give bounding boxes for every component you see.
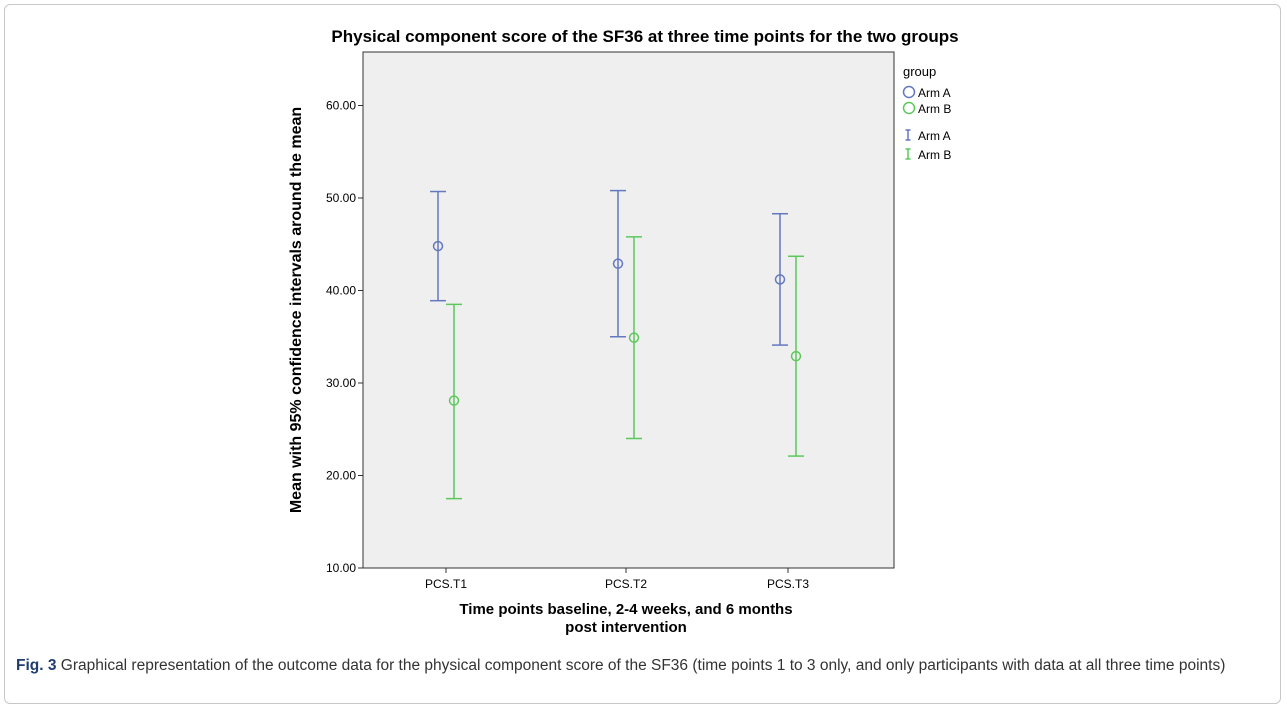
legend-title: group bbox=[903, 64, 936, 79]
y-tick-label: 30.00 bbox=[326, 376, 356, 390]
y-axis-label: Mean with 95% confidence intervals aroun… bbox=[288, 107, 305, 513]
y-tick-label: 40.00 bbox=[326, 284, 356, 298]
y-tick-label: 60.00 bbox=[326, 99, 356, 113]
plot-area bbox=[362, 51, 895, 569]
data-marks bbox=[430, 189, 804, 500]
y-axis: 10.00 20.00 30.00 40.00 50.00 60.00 bbox=[326, 99, 363, 575]
y-tick-label: 20.00 bbox=[326, 469, 356, 483]
y-tick-label: 50.00 bbox=[326, 191, 356, 205]
mean-marker-arm-a bbox=[774, 274, 786, 285]
caption-label: Fig. 3 bbox=[16, 657, 57, 674]
x-tick-label: PCS.T3 bbox=[767, 577, 809, 591]
x-tick-label: PCS.T1 bbox=[425, 577, 467, 591]
legend: group Arm A Arm B Arm A Arm B bbox=[902, 64, 951, 162]
mean-marker-arm-b bbox=[790, 350, 802, 362]
legend-label: Arm A bbox=[918, 86, 951, 100]
mean-marker-arm-b bbox=[628, 332, 640, 343]
legend-circle-icon bbox=[902, 85, 916, 99]
legend-circle-icon bbox=[902, 101, 916, 115]
caption-text: Graphical representation of the outcome … bbox=[56, 657, 1226, 674]
legend-label: Arm B bbox=[918, 102, 951, 116]
x-axis-label-line1: Time points baseline, 2-4 weeks, and 6 m… bbox=[459, 601, 792, 618]
mean-marker-arm-a bbox=[612, 258, 624, 269]
legend-label: Arm A bbox=[918, 129, 951, 143]
error-bar-chart: Physical component score of the SF36 at … bbox=[288, 27, 959, 636]
x-axis: PCS.T1 PCS.T2 PCS.T3 bbox=[425, 568, 809, 591]
y-tick-label: 10.00 bbox=[326, 561, 356, 575]
x-tick-label: PCS.T2 bbox=[605, 577, 647, 591]
mean-marker-arm-a bbox=[432, 240, 444, 252]
mean-marker-arm-b bbox=[448, 395, 460, 406]
legend-label: Arm B bbox=[918, 148, 951, 162]
x-axis-label-line2: post intervention bbox=[565, 619, 687, 636]
chart-title: Physical component score of the SF36 at … bbox=[331, 27, 958, 46]
figure-caption: Fig. 3 Graphical representation of the o… bbox=[16, 655, 1268, 677]
